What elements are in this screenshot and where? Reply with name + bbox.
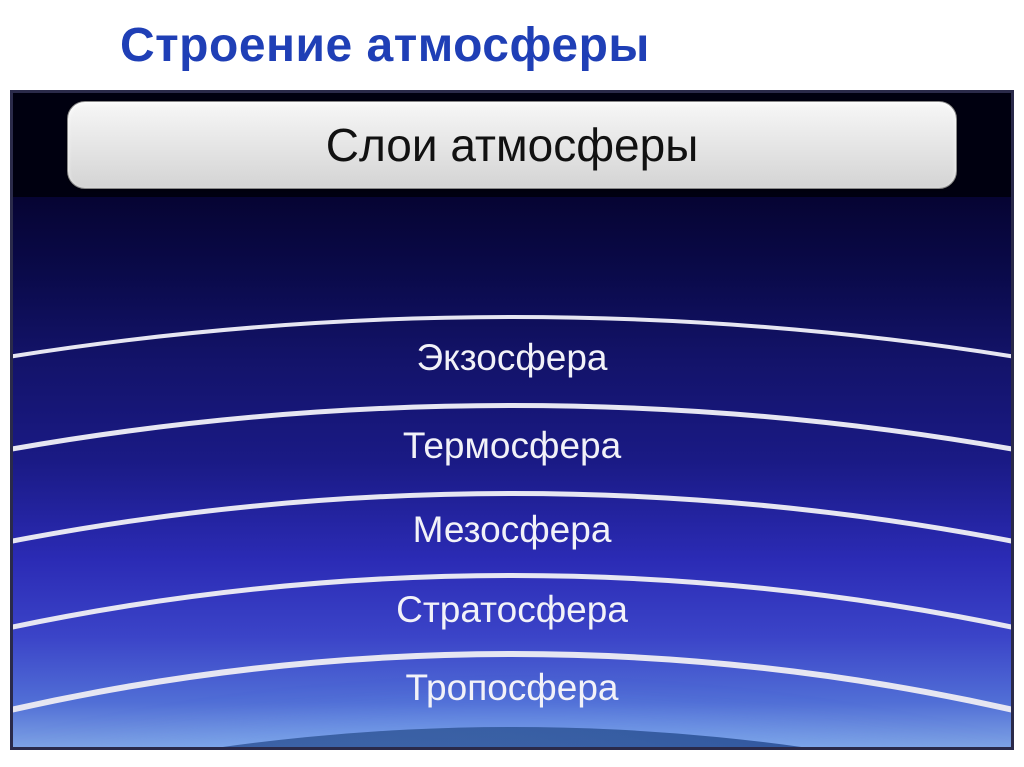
sky-gradient: Экзосфера Термосфера Мезосфера Стратосфе… (13, 197, 1011, 747)
atmosphere-diagram: Экзосфера Термосфера Мезосфера Стратосфе… (10, 90, 1014, 750)
layer-label-troposphere: Тропосфера (406, 667, 619, 709)
layer-label-stratosphere: Стратосфера (396, 589, 628, 631)
layer-label-thermosphere: Термосфера (403, 425, 621, 467)
diagram-label: Слои атмосферы (326, 118, 699, 172)
diagram-label-pill: Слои атмосферы (67, 101, 957, 189)
layer-label-exosphere: Экзосфера (417, 337, 608, 379)
slide-title: Строение атмосферы (120, 18, 650, 73)
layer-label-mesosphere: Мезосфера (413, 509, 612, 551)
